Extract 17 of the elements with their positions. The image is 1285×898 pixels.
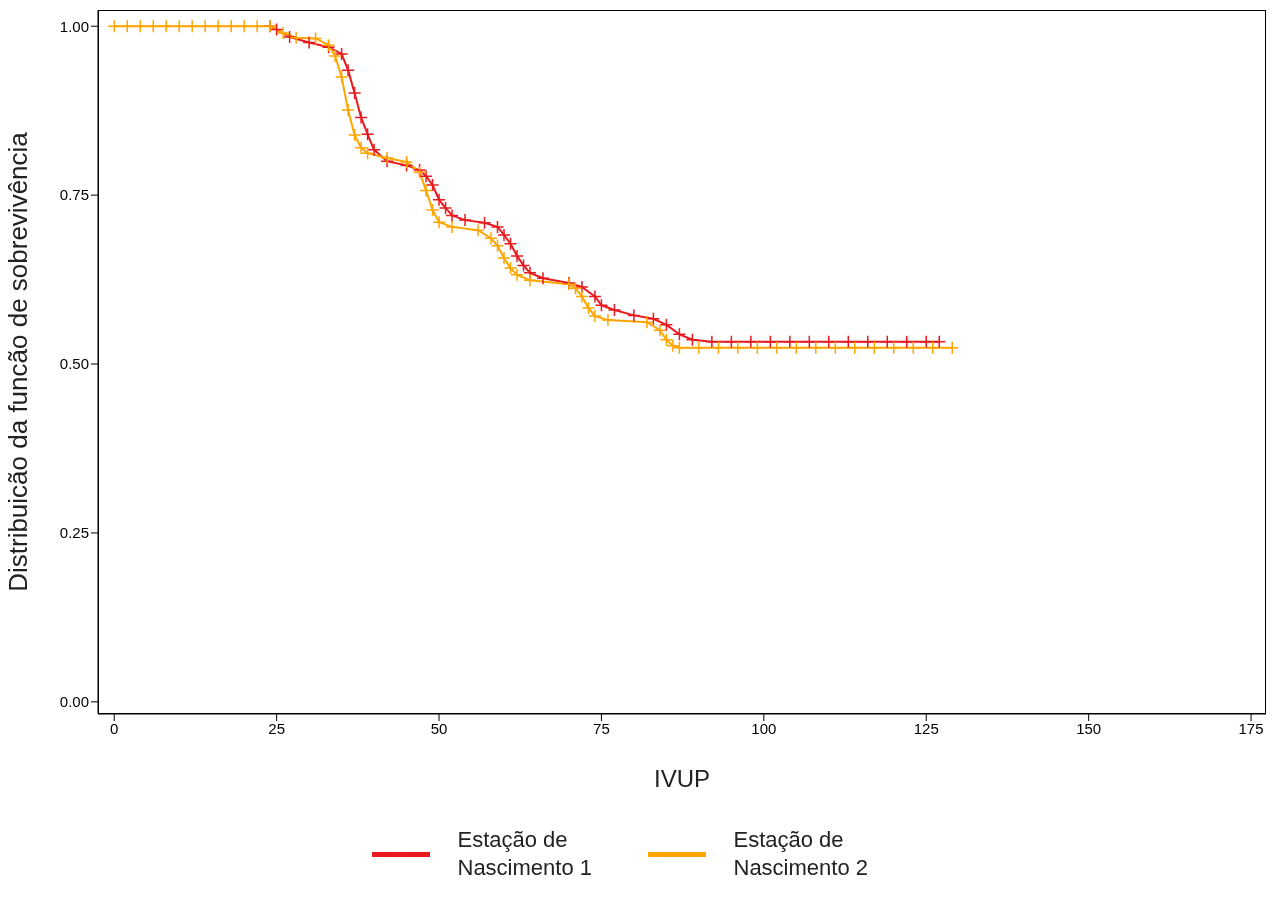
legend-label: Estação de Nascimento 1 (457, 826, 593, 882)
y-tick-label: 0.25 (59, 524, 89, 542)
x-tick-label: 175 (1238, 719, 1264, 737)
x-tick-label: 50 (430, 719, 448, 737)
x-axis-title: IVUP (653, 765, 711, 793)
y-axis-title: Distribuicão da funcão de sobrevivência (3, 131, 34, 592)
x-tick-label: 75 (593, 719, 610, 737)
x-tick-label: 100 (751, 719, 777, 737)
y-tick-label: 1.00 (59, 17, 89, 35)
y-tick-label: 0.75 (59, 186, 89, 204)
x-tick-label: 25 (268, 719, 285, 737)
legend-label: Estação de Nascimento 2 (733, 826, 869, 882)
y-tick-label: 0.00 (59, 693, 89, 711)
y-tick-label: 0.50 (59, 355, 89, 373)
x-tick-label: 125 (913, 719, 939, 737)
x-tick-label: 150 (1076, 719, 1102, 737)
x-tick-label: 0 (110, 719, 119, 737)
